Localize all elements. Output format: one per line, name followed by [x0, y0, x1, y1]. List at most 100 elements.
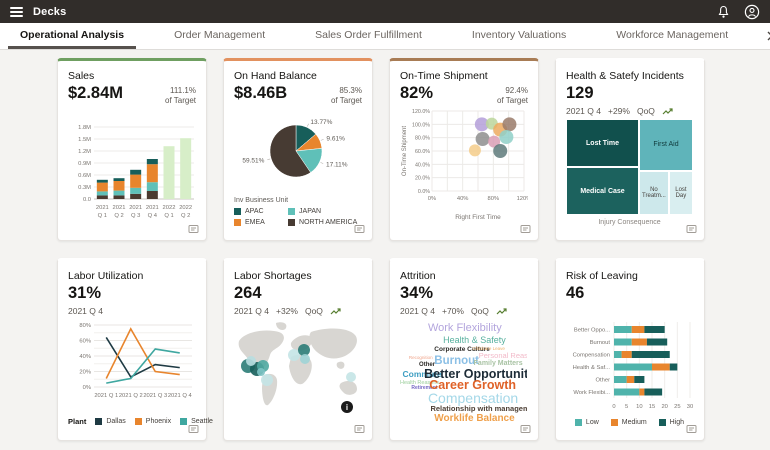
card-title: Risk of Leaving: [566, 270, 638, 282]
svg-text:1.8M: 1.8M: [78, 125, 91, 131]
svg-text:1.5M: 1.5M: [78, 137, 91, 143]
svg-text:Burnout: Burnout: [590, 340, 611, 346]
svg-text:20%: 20%: [79, 370, 91, 376]
treemap-tile[interactable]: No Treatm...: [639, 170, 669, 215]
svg-text:13.77%: 13.77%: [310, 119, 332, 126]
annotation-icon[interactable]: [188, 424, 199, 435]
kpi-period-row: 2021 Q 4 +29% QoQ: [566, 106, 694, 116]
svg-text:2022: 2022: [163, 205, 176, 211]
cloud-word[interactable]: Worklife Balance: [434, 412, 515, 424]
cloud-word[interactable]: Childcare Leave: [472, 345, 505, 351]
cloud-word[interactable]: Commute: [402, 368, 442, 379]
sales-stacked-bar-chart: 0.0 0.3M 0.6M 0.9M 1.2M 1.5M 1.8M 2021 Q 1 2021 Q …: [68, 121, 195, 226]
svg-text:30: 30: [687, 404, 693, 410]
tab-workforce-management[interactable]: Workforce Management: [616, 28, 729, 41]
card-title: Attrition: [400, 270, 436, 282]
annotation-icon[interactable]: [520, 224, 531, 235]
svg-text:Other: Other: [596, 378, 611, 384]
trend-up-icon: [330, 307, 341, 314]
cloud-word[interactable]: Other: [419, 361, 436, 368]
annotation-icon[interactable]: [354, 424, 365, 435]
treemap-tile[interactable]: First Aid: [639, 119, 693, 171]
cloud-word[interactable]: Health & Safety: [443, 334, 506, 345]
svg-text:2021 Q 4: 2021 Q 4: [168, 393, 193, 399]
annotation-icon[interactable]: [686, 224, 697, 235]
kpi-value: 46: [566, 284, 585, 302]
user-avatar-icon[interactable]: [744, 4, 760, 20]
annotation-icon[interactable]: [188, 224, 199, 235]
cloud-word[interactable]: Retirement: [411, 385, 438, 392]
cloud-word[interactable]: Corporate Culture: [434, 345, 490, 353]
annotation-icon[interactable]: [354, 224, 365, 235]
kpi-value: 34%: [400, 284, 434, 302]
svg-text:Q 3: Q 3: [131, 213, 140, 219]
treemap-tile[interactable]: Lost Day: [668, 170, 693, 215]
annotation-icon[interactable]: [520, 424, 531, 435]
tab-operational-analysis[interactable]: Operational Analysis: [8, 23, 137, 49]
card-on-hand-balance[interactable]: On Hand Balance $8.46B 85.3% of Target 13…: [223, 58, 373, 241]
cloud-word[interactable]: Recognition: [408, 355, 433, 361]
next-tabs-chevron-icon[interactable]: [766, 31, 770, 41]
treemap-tile[interactable]: Lost Time: [566, 119, 640, 167]
tab-order-management[interactable]: Order Management: [174, 28, 266, 41]
card-labor-utilization[interactable]: Labor Utilization 31% 2021 Q 4 0% 20% 40% 6…: [57, 258, 213, 441]
svg-text:80%: 80%: [79, 323, 91, 329]
shortages-world-map: i: [234, 319, 361, 426]
annotation-icon[interactable]: [686, 424, 697, 435]
app-header: Decks: [0, 0, 770, 23]
cloud-word[interactable]: Burnout: [434, 355, 479, 368]
svg-text:2021: 2021: [113, 205, 126, 211]
svg-text:0.3M: 0.3M: [78, 185, 91, 191]
cloud-word[interactable]: Personal Reasons: [478, 351, 527, 361]
tab-sales-order-fulfillment[interactable]: Sales Order Fulfillment: [315, 28, 422, 41]
kpi-target: 92.4% of Target: [497, 86, 528, 106]
card-labor-shortages[interactable]: Labor Shortages 264 2021 Q 4 +32% QoQ i: [223, 258, 373, 441]
cloud-word[interactable]: Work Flexibility: [427, 322, 502, 335]
cloud-word[interactable]: Career Growth: [429, 378, 517, 393]
kpi-value: 129: [566, 84, 594, 102]
svg-text:Health & Saf...: Health & Saf...: [573, 365, 611, 371]
svg-text:0.9M: 0.9M: [78, 161, 91, 167]
utilization-line-chart: 0% 20% 40% 60% 80% 2021 Q 1 2021 Q 2 2021 Q 3 20…: [68, 323, 213, 426]
svg-text:Q 1: Q 1: [164, 213, 173, 219]
kpi-target: 111.1% of Target: [165, 86, 196, 106]
svg-text:2021: 2021: [146, 205, 159, 211]
inventory-pie-chart: 13.77% 9.61% 17.11% 59.51% Inv Business Unit…: [234, 118, 358, 226]
hamburger-menu-icon[interactable]: [10, 6, 23, 17]
treemap-tile[interactable]: Medical Case: [566, 167, 640, 215]
svg-text:15: 15: [649, 404, 655, 410]
svg-text:80.0%: 80.0%: [415, 136, 430, 142]
svg-text:60%: 60%: [79, 339, 91, 345]
svg-text:25: 25: [674, 404, 680, 410]
svg-text:Q 2: Q 2: [114, 213, 123, 219]
cloud-word[interactable]: Better Opportunity: [424, 366, 527, 381]
svg-text:1.2M: 1.2M: [78, 149, 91, 155]
tab-inventory-valuations[interactable]: Inventory Valuations: [471, 28, 567, 41]
cloud-word[interactable]: Health Reasons: [400, 380, 440, 387]
cloud-word[interactable]: Family Matters: [473, 360, 523, 368]
card-risk-of-leaving[interactable]: Risk of Leaving 46 0 5 10 15 20 25 30 Better Op…: [555, 258, 705, 441]
kpi-period-row: 2021 Q 4: [68, 306, 103, 316]
kpi-value: 31%: [68, 284, 102, 302]
deck-tabbar: Operational Analysis Order Management Sa…: [0, 23, 770, 50]
svg-text:120.0%: 120.0%: [412, 109, 430, 115]
svg-text:17.11%: 17.11%: [326, 162, 348, 169]
kpi-period-row: 2021 Q 4 +70% QoQ: [400, 306, 528, 316]
svg-text:2021 Q 1: 2021 Q 1: [94, 393, 118, 399]
info-icon[interactable]: i: [341, 401, 353, 413]
svg-text:Q 4: Q 4: [148, 213, 158, 219]
card-sales[interactable]: Sales $2.84M 111.1% of Target 0.0 0.3M 0.6M…: [57, 58, 207, 241]
svg-text:40%: 40%: [457, 196, 469, 202]
trend-up-icon: [662, 107, 673, 114]
card-attrition[interactable]: Attrition 34% 2021 Q 4 +70% QoQ Work Flexi…: [389, 258, 539, 441]
cloud-word[interactable]: Relationship with management: [430, 404, 527, 414]
card-on-time-shipment[interactable]: On-Time Shipment 82% 92.4% of Target 0.0%…: [389, 58, 539, 241]
cloud-word[interactable]: Compensation: [427, 389, 519, 406]
notifications-bell-icon[interactable]: [717, 5, 730, 19]
svg-text:0%: 0%: [428, 196, 436, 202]
card-health-safety-incidents[interactable]: Health & Satefy Incidents 129 2021 Q 4 +2…: [555, 58, 705, 241]
svg-text:60.0%: 60.0%: [415, 149, 430, 155]
card-title: On Hand Balance: [234, 70, 317, 82]
svg-text:0.0: 0.0: [83, 197, 91, 203]
svg-text:40%: 40%: [79, 354, 91, 360]
